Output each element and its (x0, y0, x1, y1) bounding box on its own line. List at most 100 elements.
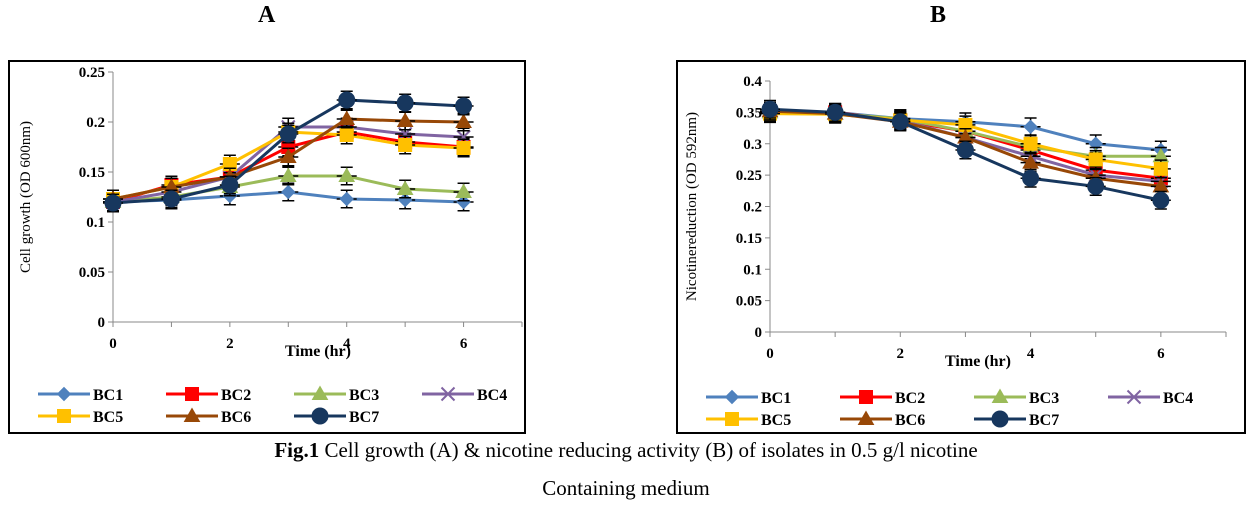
chart-b-legend-label: BC2 (895, 390, 925, 407)
chart-a-point-bc3 (279, 167, 297, 182)
chart-b-ytick-label: 0.2 (743, 200, 762, 216)
chart-a-point-bc3 (455, 183, 472, 198)
chart-b-point-bc7 (1152, 191, 1170, 209)
chart-a-ytick-label: 0 (98, 315, 106, 331)
chart-b-ytick-label: 0.05 (736, 294, 762, 310)
chart-a-ytick-label: 0.05 (79, 265, 105, 281)
chart-a-point-bc7 (455, 97, 473, 115)
chart-b-point-bc5 (1153, 161, 1168, 176)
chart-a-point-bc1 (456, 194, 471, 210)
chart-b-legend-label: BC1 (761, 390, 791, 407)
chart-b-point-bc7 (1087, 177, 1105, 195)
chart-b-legend-marker (857, 410, 875, 425)
chart-a-ytick-label: 0.1 (86, 215, 105, 231)
chart-a-point-bc6 (396, 112, 414, 127)
chart-b-point-bc1 (1023, 119, 1038, 135)
chart-b-legend-item-bc1: BC1 (706, 389, 791, 407)
figure-label: Fig.1 (274, 438, 320, 462)
chart-a-series-bc7 (103, 90, 474, 213)
chart-b-legend-label: BC7 (1029, 412, 1059, 429)
chart-b-legend-marker (991, 410, 1009, 428)
chart-a-legend-marker (56, 386, 72, 402)
panel-a-letter: A (258, 2, 276, 28)
chart-b-legend-item-bc4: BC4 (1108, 389, 1193, 407)
chart-a-point-bc6 (455, 113, 472, 128)
chart-a-point-bc1 (339, 191, 354, 207)
chart-a-point-bc5 (456, 141, 471, 155)
chart-a-point-bc7 (221, 176, 239, 194)
chart-b-legend-label: BC5 (761, 412, 791, 429)
caption-text: Cell growth (A) & nicotine reducing acti… (319, 438, 978, 462)
chart-a-point-bc6 (279, 148, 297, 163)
chart-a-point-bc3 (396, 180, 414, 195)
chart-a-ytick-label: 0.25 (79, 65, 105, 81)
chart-b-legend-label: BC6 (895, 412, 925, 429)
chart-b-ytick-label: 0.15 (736, 231, 762, 247)
chart-a-point-bc5 (398, 138, 413, 152)
chart-b-legend: BC1 BC2 BC3 BC4 BC5 BC6 BC7 (706, 388, 1193, 429)
chart-b-svg: 0 0.05 0.1 0.15 0.2 0.25 0.3 0.35 0.4 0 2 4 6 Time (h… (684, 74, 1227, 429)
chart-a-point-bc6 (338, 110, 356, 125)
chart-a-point-bc7 (338, 91, 356, 109)
chart-b-xtick-label: 2 (897, 346, 905, 362)
chart-a-legend-item-bc3: BC3 (294, 385, 379, 404)
chart-b-point-bc5 (1023, 136, 1038, 151)
chart-a-point-bc7 (162, 190, 180, 208)
chart-b-xtick-label: 6 (1157, 346, 1165, 362)
chart-a-legend-label: BC5 (93, 409, 123, 426)
chart-b-point-bc7 (1022, 169, 1040, 187)
chart-a-legend-item-bc7: BC7 (294, 407, 379, 426)
chart-b-ytick-label: 0.1 (743, 262, 762, 278)
chart-b-legend-item-bc7: BC7 (974, 410, 1059, 429)
chart-a-legend-item-bc1: BC1 (38, 386, 123, 404)
chart-b-legend-marker (859, 390, 873, 404)
chart-a-legend-marker (185, 387, 199, 401)
chart-b-legend-marker (1126, 389, 1142, 405)
chart-a-xtick-label: 0 (109, 336, 117, 352)
chart-b-ytick-label: 0.4 (743, 74, 762, 90)
chart-a-legend-label: BC6 (221, 409, 251, 426)
chart-a-legend-label: BC7 (349, 409, 379, 426)
chart-b-legend-marker (724, 389, 740, 405)
chart-a-legend-item-bc4: BC4 (422, 386, 507, 404)
chart-b-legend-marker (725, 412, 739, 426)
chart-b-ytick-label: 0.35 (736, 105, 762, 121)
chart-b-point-bc7 (956, 141, 974, 159)
chart-a-legend-item-bc6: BC6 (166, 407, 251, 426)
chart-b-point-bc7 (761, 100, 779, 118)
chart-b-y-axis-label: Nicotinereduction (OD 592nm) (684, 112, 700, 301)
chart-a-legend-marker (311, 385, 329, 400)
chart-a-point-bc7 (279, 125, 297, 143)
chart-a-legend: BC1 BC2 BC3 BC4 BC5 BC6 BC7 (38, 385, 507, 426)
chart-a-point-bc1 (281, 184, 296, 200)
panel-b-letter: B (930, 2, 947, 28)
chart-b-point-bc5 (1088, 152, 1103, 167)
chart-a-legend-label: BC3 (349, 387, 379, 404)
chart-a-point-bc5 (339, 128, 354, 142)
chart-a-xtick-label: 4 (343, 336, 351, 352)
chart-b-legend-item-bc6: BC6 (840, 410, 925, 429)
chart-a-point-bc7 (104, 194, 122, 212)
chart-a-point-bc3 (338, 167, 356, 182)
chart-a-y-axis-label: Cell growth (OD 600nm) (18, 121, 34, 273)
chart-b-series-bc7 (760, 99, 1171, 210)
chart-a-legend-marker (311, 407, 329, 425)
chart-b-point-bc7 (891, 113, 909, 131)
chart-b-legend-item-bc3: BC3 (974, 388, 1059, 407)
figure-caption-line2: Containing medium (542, 476, 710, 500)
chart-a-legend-marker (183, 407, 201, 422)
chart-a-xtick-label: 6 (460, 336, 468, 352)
chart-a: 0 0.05 0.1 0.15 0.2 0.25 0 2 4 6 Time (hr) Cell gro… (8, 60, 526, 434)
chart-b-x-axis-label: Time (hr) (945, 353, 1011, 370)
chart-b-legend-marker (991, 388, 1009, 403)
chart-b-legend-label: BC3 (1029, 390, 1059, 407)
chart-b-ytick-label: 0 (755, 325, 763, 341)
chart-a-legend-item-bc2: BC2 (166, 387, 251, 404)
chart-a-legend-marker (440, 386, 456, 402)
chart-a-point-bc7 (396, 94, 414, 112)
chart-b: 0 0.05 0.1 0.15 0.2 0.25 0.3 0.35 0.4 0 2 4 6 Time (h… (676, 60, 1246, 434)
chart-b-ytick-label: 0.3 (743, 137, 762, 153)
chart-b-legend-item-bc5: BC5 (706, 412, 791, 429)
figure-caption: Fig.1 Cell growth (A) & nicotine reducin… (0, 438, 1252, 463)
chart-b-ytick-label: 0.25 (736, 168, 762, 184)
